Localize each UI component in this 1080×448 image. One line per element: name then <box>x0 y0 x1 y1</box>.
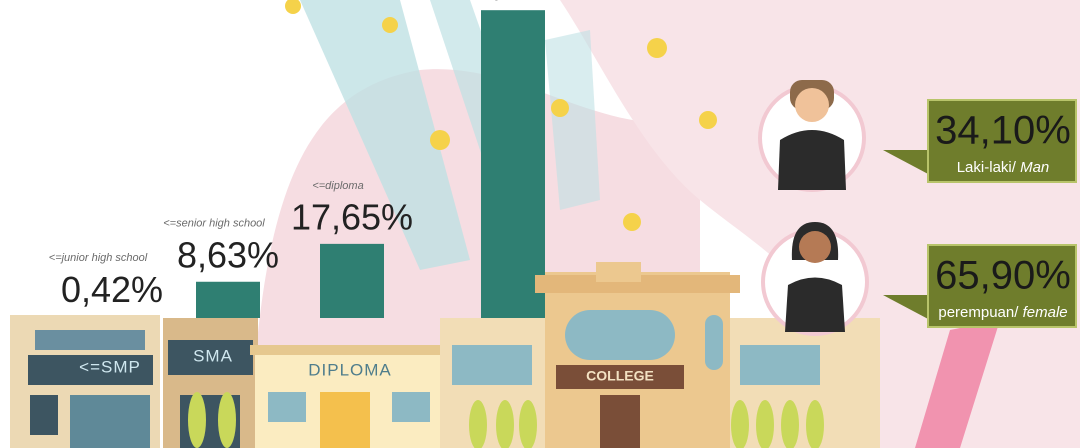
building-label: DIPLOMA <box>308 360 392 379</box>
value-label: 73,29% <box>452 0 574 4</box>
building-label: <=SMP <box>79 357 141 376</box>
bar <box>196 282 260 318</box>
bar <box>320 244 384 318</box>
gender-label: Laki-laki/ Man <box>957 159 1050 176</box>
building-label: COLLEGE <box>586 368 654 384</box>
value-label: 8,63% <box>177 234 279 275</box>
category-label: <=junior high school <box>49 252 148 264</box>
gender-value: 34,10% <box>935 109 1071 153</box>
category-label: <=diploma <box>312 180 363 192</box>
category-label: <=senior high school <box>163 218 265 230</box>
value-label: 17,65% <box>291 196 413 237</box>
bar <box>481 10 545 318</box>
value-label: 0,42% <box>61 269 163 310</box>
page: <=SMP SMA DIPLOMA COLLEGE 34,10% Laki-lak… <box>0 0 1080 448</box>
gender-label-id: Laki-laki/ <box>957 159 1017 176</box>
gender-value: 65,90% <box>935 254 1071 298</box>
gender-label-en: female <box>1023 304 1068 321</box>
gender-label-en: Man <box>1020 159 1049 176</box>
infographic: <=SMP SMA DIPLOMA COLLEGE 34,10% Laki-lak… <box>0 0 1080 448</box>
gender-label: perempuan/ female <box>938 304 1067 321</box>
gender-label-id: perempuan/ <box>938 304 1019 321</box>
building-label: SMA <box>193 346 233 365</box>
